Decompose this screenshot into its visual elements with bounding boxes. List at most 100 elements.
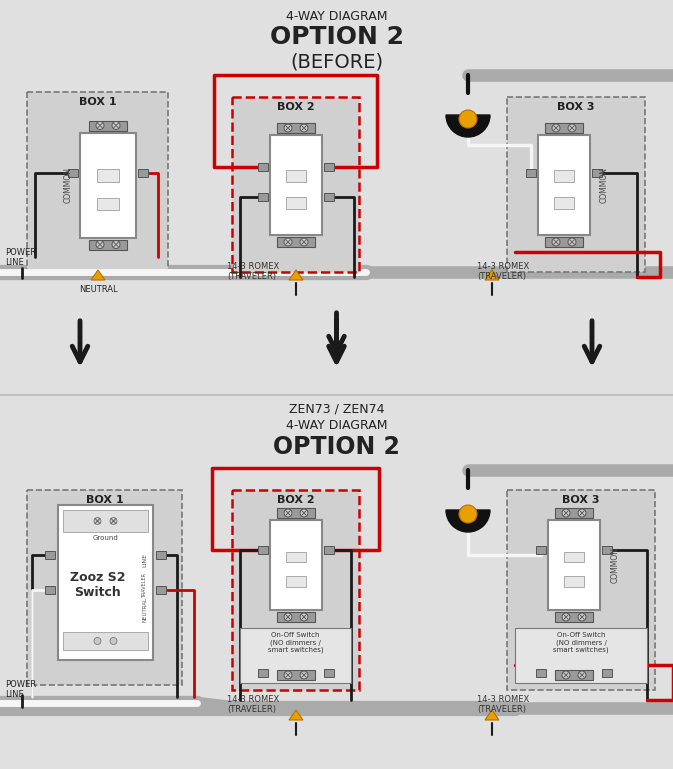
Text: On-Off Switch
(NO dimmers /
smart switches): On-Off Switch (NO dimmers / smart switch… xyxy=(553,632,609,653)
Circle shape xyxy=(284,509,292,517)
Bar xyxy=(324,193,334,201)
Text: COMMON: COMMON xyxy=(63,167,73,203)
Bar xyxy=(98,169,118,181)
Bar xyxy=(270,520,322,610)
Bar xyxy=(545,123,583,133)
Polygon shape xyxy=(91,270,105,280)
Bar xyxy=(545,237,583,247)
Text: NEUTRAL: NEUTRAL xyxy=(143,598,147,622)
Text: LINE: LINE xyxy=(143,553,147,567)
Polygon shape xyxy=(289,270,303,280)
Circle shape xyxy=(300,509,308,517)
Text: ZEN73 / ZEN74: ZEN73 / ZEN74 xyxy=(289,403,384,416)
Bar xyxy=(156,551,166,559)
Circle shape xyxy=(284,124,292,132)
Circle shape xyxy=(552,124,560,132)
Bar xyxy=(324,669,334,677)
Text: POWER
LINE: POWER LINE xyxy=(5,248,36,268)
Bar xyxy=(0,395,673,769)
Circle shape xyxy=(96,122,104,129)
Bar xyxy=(63,632,148,650)
Circle shape xyxy=(300,671,308,679)
Bar xyxy=(277,123,315,133)
Bar xyxy=(555,508,593,518)
Circle shape xyxy=(578,509,586,517)
Bar xyxy=(277,237,315,247)
Bar xyxy=(240,628,351,683)
Text: BOX 2: BOX 2 xyxy=(277,102,314,112)
Wedge shape xyxy=(446,510,490,532)
Bar xyxy=(507,490,655,690)
Bar xyxy=(0,0,673,395)
Bar xyxy=(286,170,306,182)
Bar xyxy=(277,508,315,518)
Bar xyxy=(548,520,600,610)
Circle shape xyxy=(578,671,586,679)
Text: NEUTRAL: NEUTRAL xyxy=(79,285,117,294)
Text: TRAVELER: TRAVELER xyxy=(143,572,147,598)
Bar xyxy=(45,586,55,594)
Bar xyxy=(68,169,78,177)
Bar xyxy=(555,670,593,680)
Bar xyxy=(324,546,334,554)
Bar xyxy=(45,551,55,559)
Polygon shape xyxy=(289,710,303,720)
Bar xyxy=(286,551,306,562)
Bar xyxy=(526,169,536,177)
Bar xyxy=(58,505,153,660)
Text: OPTION 2: OPTION 2 xyxy=(273,435,400,459)
Bar xyxy=(258,193,268,201)
Text: (BEFORE): (BEFORE) xyxy=(290,52,383,71)
Circle shape xyxy=(110,518,117,524)
Bar xyxy=(507,97,645,272)
Bar xyxy=(232,97,359,272)
Text: OPTION 2: OPTION 2 xyxy=(269,25,404,49)
Text: POWER
LINE: POWER LINE xyxy=(5,680,36,699)
Bar xyxy=(286,197,306,209)
Polygon shape xyxy=(485,710,499,720)
Bar xyxy=(602,669,612,677)
Circle shape xyxy=(96,241,104,248)
Circle shape xyxy=(284,238,292,246)
Bar xyxy=(138,169,148,177)
Bar xyxy=(89,239,127,249)
Text: COMMON: COMMON xyxy=(610,547,620,583)
Circle shape xyxy=(300,124,308,132)
Polygon shape xyxy=(485,270,499,280)
Bar xyxy=(89,121,127,131)
Circle shape xyxy=(568,124,576,132)
Circle shape xyxy=(110,638,117,644)
Text: BOX 1: BOX 1 xyxy=(85,495,123,505)
Bar xyxy=(98,198,118,210)
Bar xyxy=(602,546,612,554)
Bar xyxy=(258,546,268,554)
Text: 14-3 ROMEX
(TRAVELER): 14-3 ROMEX (TRAVELER) xyxy=(477,695,529,714)
Bar xyxy=(536,546,546,554)
Bar xyxy=(258,669,268,677)
Bar xyxy=(538,135,590,235)
Bar xyxy=(80,132,136,238)
Circle shape xyxy=(562,671,570,679)
Circle shape xyxy=(284,613,292,621)
Bar xyxy=(564,576,584,587)
Bar xyxy=(324,163,334,171)
Bar xyxy=(536,669,546,677)
Bar xyxy=(554,197,574,209)
Text: Ground: Ground xyxy=(93,535,118,541)
Circle shape xyxy=(562,509,570,517)
Circle shape xyxy=(94,638,101,644)
Circle shape xyxy=(112,122,120,129)
Text: BOX 3: BOX 3 xyxy=(557,102,595,112)
Bar xyxy=(258,163,268,171)
Circle shape xyxy=(300,613,308,621)
Bar xyxy=(592,169,602,177)
Bar xyxy=(27,490,182,685)
Text: Zooz S2
Switch: Zooz S2 Switch xyxy=(70,571,125,599)
Bar xyxy=(270,135,322,235)
Wedge shape xyxy=(446,115,490,137)
Bar xyxy=(27,92,168,272)
Text: 4-WAY DIAGRAM: 4-WAY DIAGRAM xyxy=(286,10,387,23)
Text: BOX 1: BOX 1 xyxy=(79,97,116,107)
Bar xyxy=(515,628,647,683)
Text: 14-3 ROMEX
(TRAVELER): 14-3 ROMEX (TRAVELER) xyxy=(227,262,279,281)
